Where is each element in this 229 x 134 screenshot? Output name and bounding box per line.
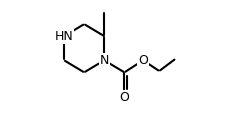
Text: N: N [99,54,109,67]
Text: O: O [119,91,129,104]
Text: HN: HN [55,30,73,43]
Text: O: O [138,54,147,67]
